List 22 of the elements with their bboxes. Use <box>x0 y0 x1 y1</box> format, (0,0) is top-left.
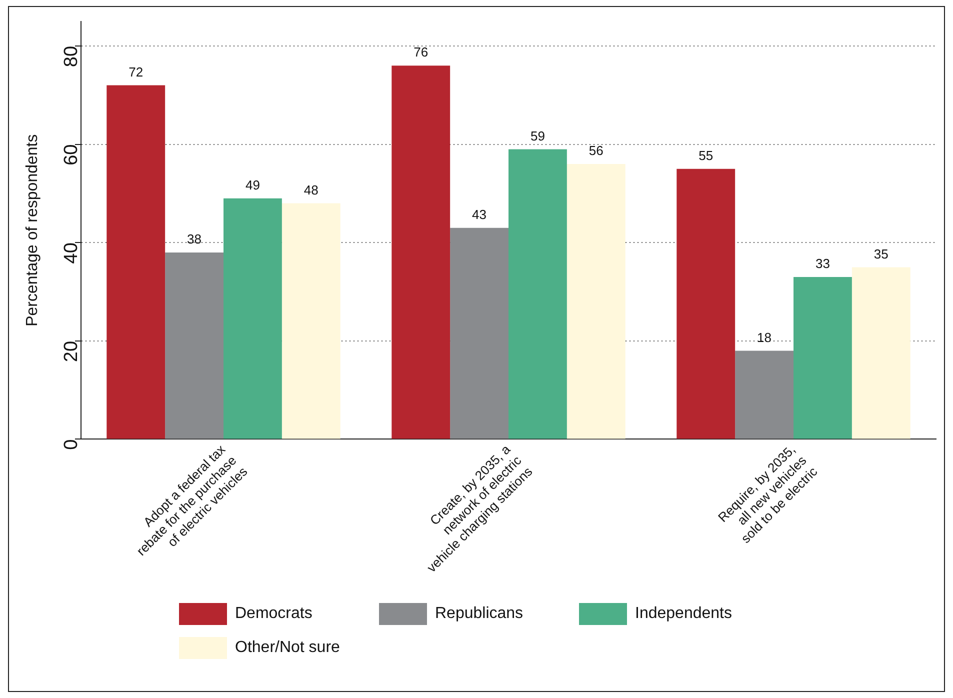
y-tick-label: 60 <box>61 144 82 166</box>
data-label: 76 <box>414 44 428 60</box>
y-tick-label: 40 <box>61 242 82 264</box>
data-label: 59 <box>530 128 545 144</box>
data-label: 56 <box>588 143 604 158</box>
y-tick-label: 20 <box>61 340 82 362</box>
data-label: 48 <box>304 182 318 198</box>
legend-label: Other/Not sure <box>235 639 340 657</box>
data-label: 35 <box>874 246 888 262</box>
data-label: 72 <box>128 64 144 80</box>
data-label: 33 <box>815 256 830 272</box>
legend-label: Democrats <box>235 605 312 623</box>
legend-label: Republicans <box>435 605 524 623</box>
data-label: 49 <box>245 177 260 192</box>
y-tick-label: 80 <box>61 46 82 68</box>
data-label: 43 <box>472 206 487 222</box>
legend-label: Independents <box>635 605 732 623</box>
y-tick-label: 0 <box>61 439 82 450</box>
data-label: 38 <box>187 232 202 247</box>
data-label: 18 <box>757 330 772 345</box>
y-axis-title: Percentage of respondents <box>24 134 42 326</box>
data-label: 55 <box>698 148 714 163</box>
